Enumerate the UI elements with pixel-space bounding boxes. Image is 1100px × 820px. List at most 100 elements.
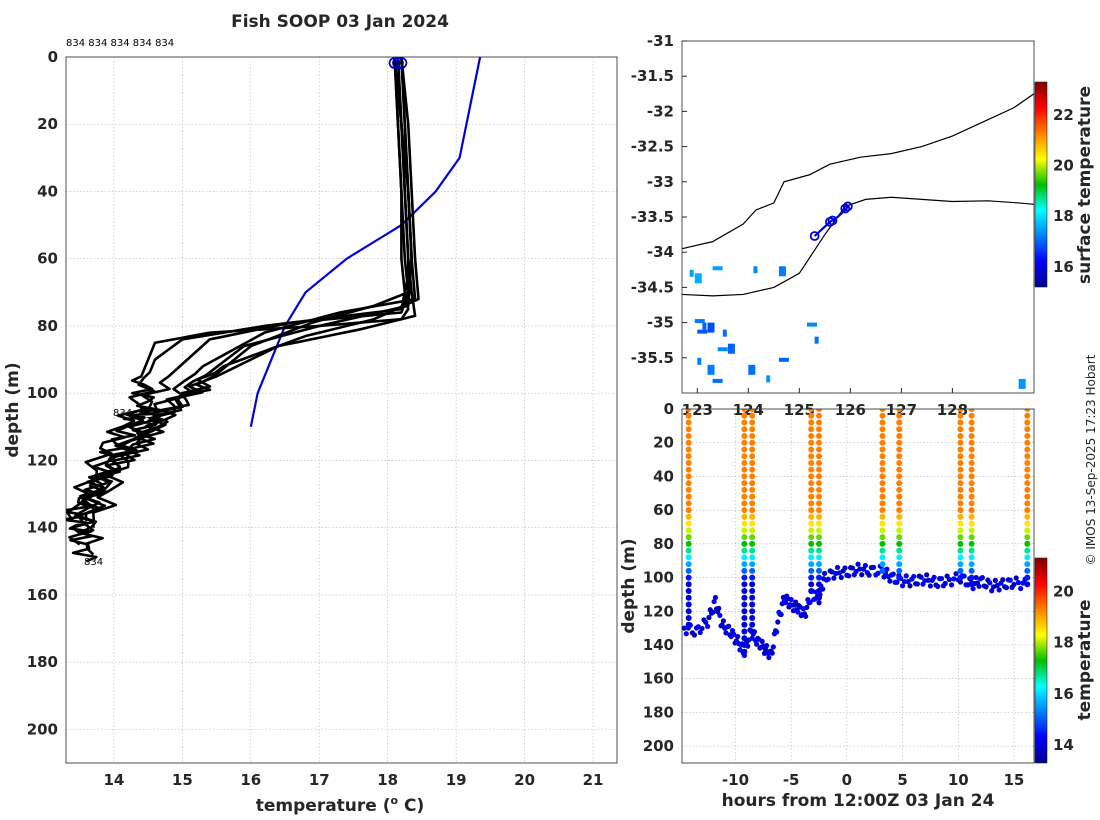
cast-temp-point (957, 473, 964, 480)
seafloor-temp-point (717, 612, 723, 619)
cast-temp-point (741, 601, 748, 608)
cast-temp-point (685, 554, 692, 561)
seafloor-temp-point (795, 609, 801, 615)
sst-pixel (722, 329, 727, 337)
y-tick-label: 160 (27, 586, 58, 604)
cast-temp-point (741, 507, 748, 514)
temp-colorbar-tick: 18 (1053, 634, 1074, 652)
seafloor-temp-point (927, 583, 934, 589)
cast-temp-point (879, 412, 886, 419)
seafloor-temp-point (1011, 581, 1017, 588)
cast-temp-point (749, 520, 756, 527)
map-x-tick-label: 126 (835, 401, 866, 419)
cast-temp-point (749, 594, 756, 601)
seafloor-temp-point (807, 599, 813, 605)
seafloor-temp-point (894, 579, 900, 585)
cast-temp-point (816, 500, 823, 507)
cast-temp-point (879, 540, 886, 547)
sst-pixel (814, 336, 819, 344)
cast-temp-point (1024, 561, 1031, 568)
seafloor-temp-point (976, 583, 982, 589)
cast-temp-point (741, 588, 748, 595)
cast-temp-point (749, 561, 756, 568)
seafloor-temp-point (859, 572, 865, 578)
cast-temp-point (685, 419, 692, 426)
cast-temp-point (1024, 459, 1031, 466)
x-axis-label: temperature (o C) (256, 794, 425, 816)
cast-temp-point (808, 459, 815, 466)
sst-colorbar-tick: 18 (1053, 207, 1074, 225)
cast-temp-point (741, 432, 748, 439)
cast-temp-point (685, 534, 692, 541)
cast-temp-point (896, 547, 903, 554)
y-tick-label: 200 (27, 720, 58, 738)
sst-colorbar-label: surface temperature (1075, 86, 1095, 284)
cast-temp-point (808, 513, 815, 520)
cast-temp-point (808, 567, 815, 574)
sst-pixel (689, 269, 694, 277)
seafloor-temp-point (901, 579, 908, 585)
profile-panel: 14 15 16 17 18 19 20 21 0 20 40 60 80 100 120 140 160 180… (3, 12, 618, 816)
cast-temp-point (749, 486, 756, 493)
coastline-south (682, 196, 1034, 297)
profile-label: 834 (84, 557, 103, 568)
cast-temp-point (968, 439, 975, 446)
temp-colorbar-tick: 20 (1053, 582, 1074, 600)
cast-temp-point (808, 480, 815, 487)
cast-temp-point (896, 507, 903, 514)
cast-temp-point (896, 480, 903, 487)
cast-temp-point (685, 540, 692, 547)
profile-label: 834 (139, 416, 158, 427)
profile-axes-frame (65, 56, 618, 764)
cast-temp-point (741, 412, 748, 419)
cast-temp-point (879, 426, 886, 433)
seafloor-temp-point (907, 583, 913, 589)
cast-temp-point (1024, 466, 1031, 473)
cast-temp-point (968, 409, 975, 412)
seafloor-temp-point (857, 566, 863, 572)
sst-pixel (707, 322, 715, 333)
sst-pixel (717, 347, 728, 352)
cast-temp-point (741, 581, 748, 588)
cast-temp-point (957, 446, 964, 453)
cast-temp-point (808, 547, 815, 554)
cast-temp-point (957, 527, 964, 534)
sst-pixel (712, 266, 723, 271)
cast-temp-point (968, 534, 975, 541)
cast-temp-point (879, 419, 886, 426)
cast-temp-point (968, 412, 975, 419)
cast-temp-point (741, 439, 748, 446)
seafloor-temp-point (931, 574, 937, 580)
sst-colorbar-tick: 22 (1053, 106, 1074, 124)
cast-temp-point (957, 500, 964, 507)
seafloor-temp-point (1000, 577, 1006, 583)
cast-temp-point (896, 561, 903, 568)
cast-temp-point (749, 432, 756, 439)
cast-temp-point (685, 594, 692, 601)
cast-temp-point (1024, 446, 1031, 453)
seafloor-temp-point (983, 584, 989, 590)
cast-temp-point (957, 574, 964, 581)
cast-temp-point (879, 567, 886, 574)
seafloor-temp-point (754, 641, 760, 647)
map-y-tick-label: -31 (647, 32, 674, 50)
cast-temp-point (968, 540, 975, 547)
map-y-tick-label: -32 (647, 102, 674, 120)
section-y-tick-label: 120 (643, 602, 674, 620)
sst-pixel (766, 375, 771, 383)
cast-temp-point (957, 534, 964, 541)
cast-temp-point (749, 507, 756, 514)
cast-temp-point (749, 554, 756, 561)
seafloor-temp-point (788, 596, 794, 603)
section-y-tick-label: 20 (653, 434, 674, 452)
seafloor-temp-point (924, 572, 930, 578)
cast-temp-point (685, 601, 692, 608)
cast-temp-point (808, 412, 815, 419)
temp-colorbar-tick: 14 (1053, 736, 1074, 754)
cast-temp-point (879, 459, 886, 466)
seafloor-temp-point (821, 570, 828, 576)
cast-temp-point (685, 520, 692, 527)
cast-temp-point (816, 561, 823, 568)
seafloor-temp-point (838, 574, 844, 581)
cast-temp-point (741, 493, 748, 500)
